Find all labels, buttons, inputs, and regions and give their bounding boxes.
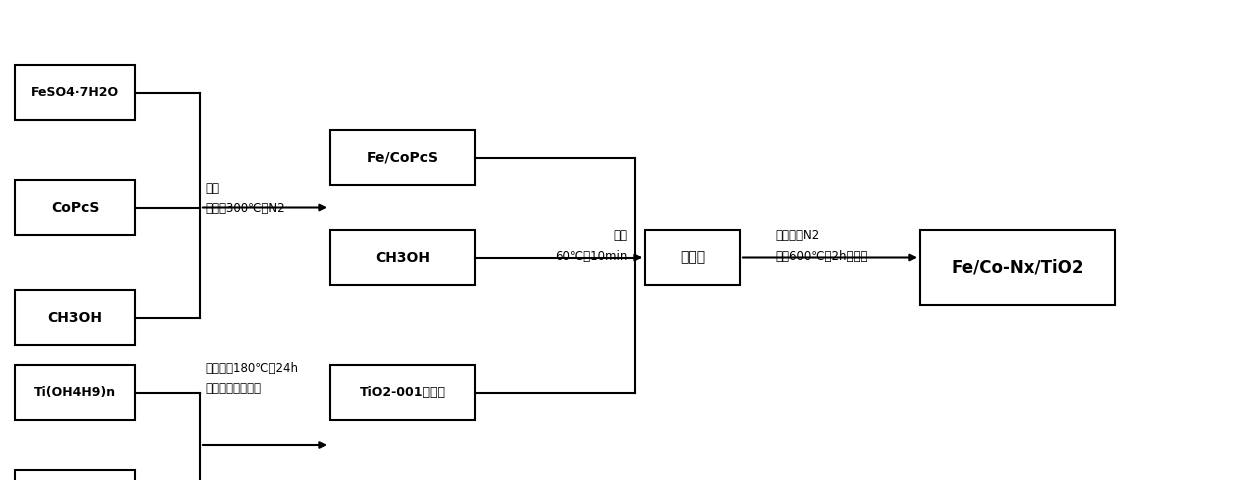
Bar xyxy=(15,365,135,420)
Bar xyxy=(330,230,475,285)
Bar xyxy=(330,365,475,420)
Text: Fe/CoPcS: Fe/CoPcS xyxy=(367,151,439,165)
Text: 管式炉，N2: 管式炉，N2 xyxy=(776,229,819,242)
Text: TiO2-001纳米片: TiO2-001纳米片 xyxy=(359,386,446,399)
Text: Fe/Co-Nx/TiO2: Fe/Co-Nx/TiO2 xyxy=(952,259,1084,276)
Text: 分散液: 分散液 xyxy=(680,251,705,264)
Text: CH3OH: CH3OH xyxy=(47,311,103,324)
Bar xyxy=(646,230,740,285)
Text: 热解600℃，2h，研磨: 热解600℃，2h，研磨 xyxy=(776,250,867,263)
Bar xyxy=(15,470,135,480)
Bar xyxy=(15,180,135,235)
Bar xyxy=(921,230,1115,305)
Text: 水热法，180℃，24h: 水热法，180℃，24h xyxy=(204,362,299,375)
Bar xyxy=(15,290,135,345)
Text: 超声: 超声 xyxy=(204,182,219,195)
Text: 妆烧，300℃，N2: 妆烧，300℃，N2 xyxy=(204,202,285,215)
Text: 超声: 超声 xyxy=(613,229,627,242)
Bar xyxy=(330,130,475,185)
Bar xyxy=(15,65,135,120)
Text: 洗涂，干燥，研磨: 洗涂，干燥，研磨 xyxy=(204,382,261,395)
Text: Ti(OH4H9)n: Ti(OH4H9)n xyxy=(33,386,116,399)
Text: CH3OH: CH3OH xyxy=(375,251,430,264)
Text: CoPcS: CoPcS xyxy=(51,201,99,215)
Text: FeSO4·7H2O: FeSO4·7H2O xyxy=(31,86,119,99)
Text: 60℃，10min: 60℃，10min xyxy=(555,250,627,263)
